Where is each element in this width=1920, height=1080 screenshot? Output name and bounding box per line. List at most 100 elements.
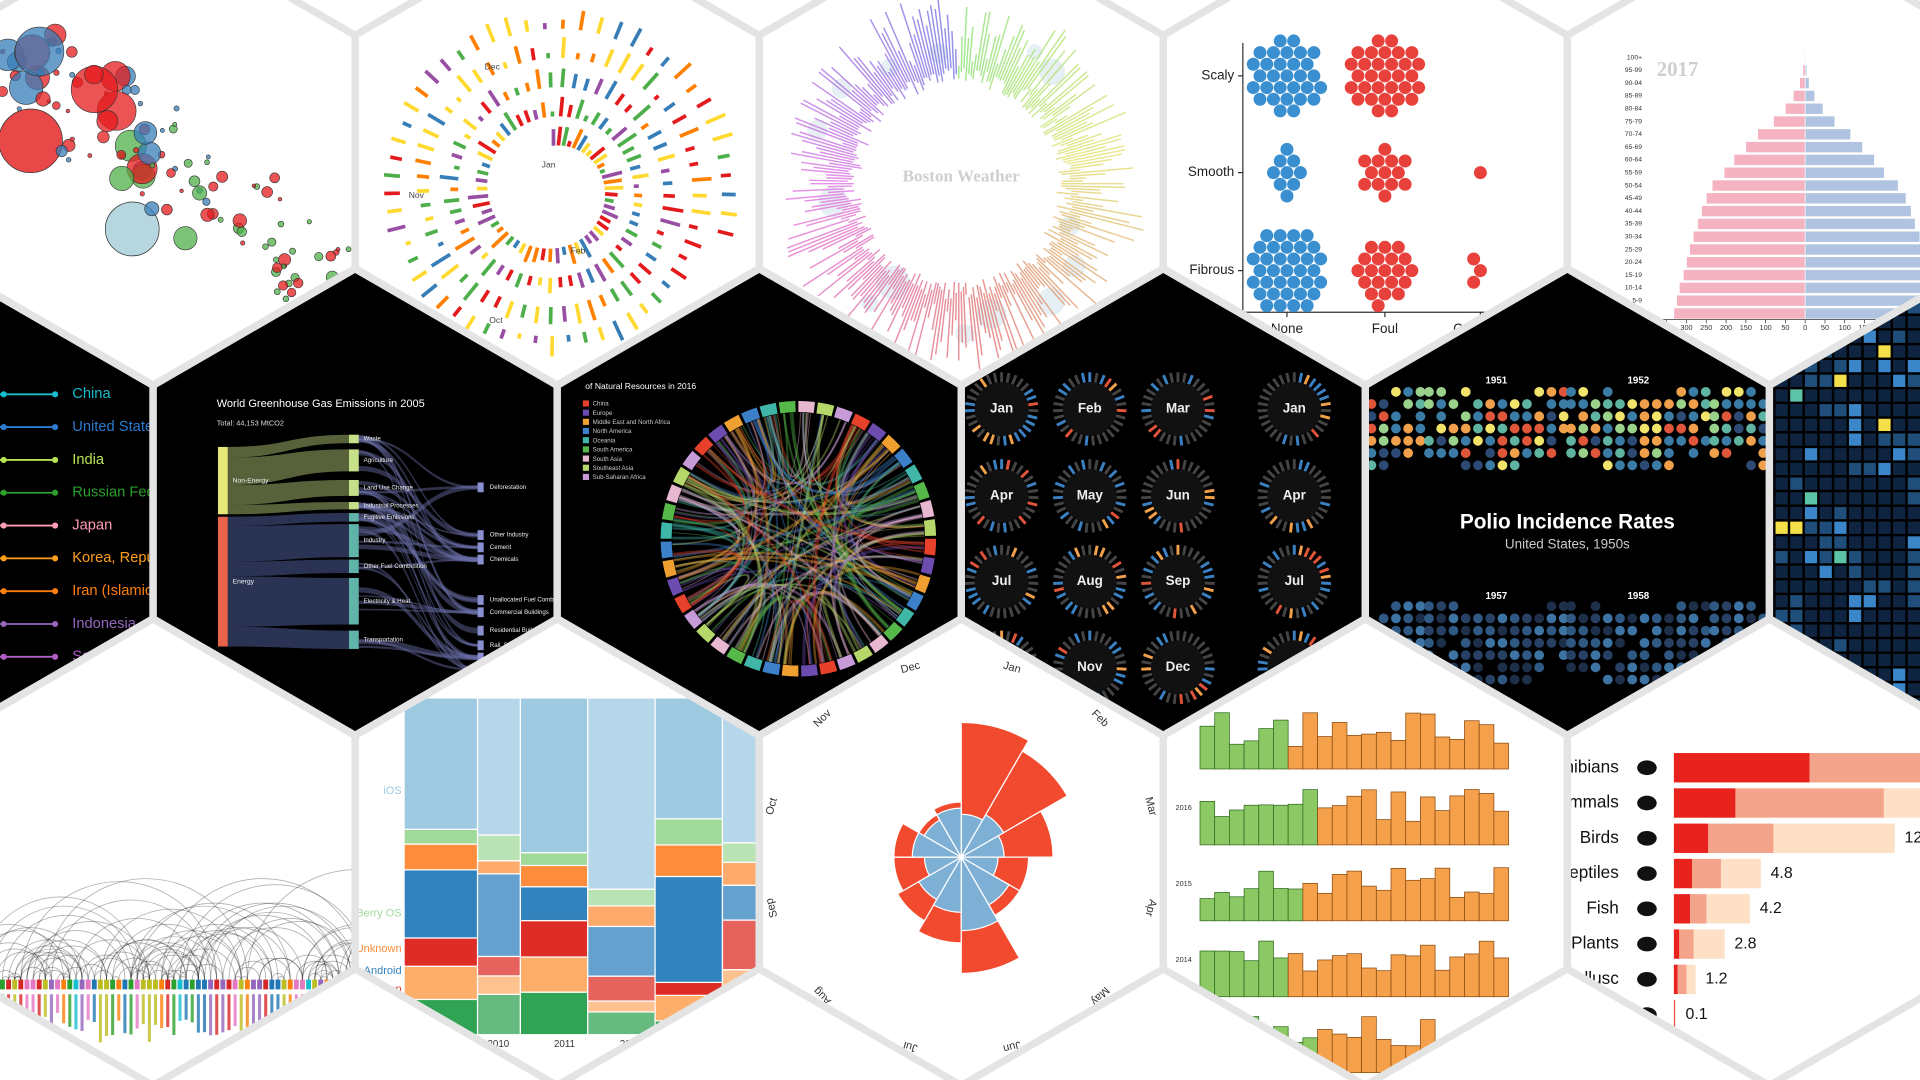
spiral-bar: [582, 78, 590, 92]
heat-cell: [1907, 609, 1920, 623]
day-tick: [1106, 428, 1115, 438]
heat-cell: [1834, 418, 1847, 432]
polio-title: Polio Incidence Rates: [1460, 510, 1675, 533]
chord: [682, 488, 902, 613]
spiral-bar: [645, 46, 654, 57]
day-tick: [1070, 518, 1079, 529]
day-tick: [1008, 606, 1015, 618]
day-tick: [1057, 475, 1068, 483]
chord: [852, 458, 921, 517]
arc-node: [128, 979, 134, 990]
weather-bar: [968, 296, 974, 342]
bar-segment: [1673, 753, 1810, 783]
heat-cell: [1819, 374, 1832, 387]
day-tick: [989, 521, 995, 532]
day-tick: [1027, 414, 1038, 420]
tile: JanFebMarAprMayJunJulAugSepOctNovDecJanA…: [964, 372, 1332, 705]
spiral-bar: [469, 34, 481, 51]
day-tick: [1028, 488, 1039, 494]
chord: [756, 419, 916, 588]
heat-cell: [1878, 360, 1891, 373]
chord: [674, 515, 742, 607]
spiral-bar: [571, 73, 578, 89]
day-tick: [1319, 586, 1331, 593]
spiral-bar: [556, 126, 563, 146]
row-label: Fibrous: [1189, 262, 1234, 277]
spiral-bar: [561, 305, 567, 322]
bar-left: [1679, 282, 1806, 294]
weather-bar: [1048, 242, 1108, 283]
chord: [687, 449, 889, 504]
heat-cell: [1893, 653, 1906, 667]
state-dot: [1664, 435, 1674, 446]
chord: [709, 448, 916, 588]
bubble: [104, 201, 160, 257]
heat-cell: [1907, 580, 1920, 593]
bar-right: [1804, 269, 1920, 281]
sankey-flow: [358, 450, 478, 672]
weather-bar: [967, 26, 974, 75]
spiral-bar: [670, 267, 688, 280]
day-bar: [1317, 892, 1333, 922]
state-dot: [1615, 460, 1625, 471]
chord: [701, 513, 923, 622]
day-tick: [976, 601, 986, 611]
heat-cell: [1893, 668, 1906, 681]
weather-bar: [1070, 158, 1112, 167]
state-dot: [1639, 411, 1650, 422]
arc: [161, 924, 273, 980]
weather-bar: [946, 14, 952, 69]
weather-bar: [980, 33, 991, 77]
arc: [308, 954, 356, 980]
swarm-dot: [1280, 46, 1294, 60]
bubble: [282, 295, 290, 303]
day-tick: [979, 464, 988, 475]
spiral-bar: [589, 53, 596, 63]
state-dot: [1391, 411, 1401, 422]
day-bar: [1420, 878, 1436, 922]
chord: [752, 420, 900, 494]
day-tick: [1113, 592, 1124, 600]
heat-cell: [1848, 521, 1862, 534]
state-dot: [1509, 399, 1520, 409]
age-label: 20-24: [1625, 259, 1642, 266]
spiral-bar: [576, 134, 589, 151]
swarm-dot: [1287, 177, 1301, 191]
state-dot: [1733, 399, 1744, 409]
bar-left: [1799, 77, 1806, 89]
weather-bar: [876, 65, 894, 89]
day-tick: [1165, 606, 1172, 618]
heat-cell: [1863, 639, 1876, 652]
weather-bar: [955, 49, 958, 75]
day-tick: [1142, 586, 1153, 593]
weather-bar: [888, 269, 900, 286]
day-tick: [1203, 672, 1214, 678]
weather-bar: [995, 49, 1007, 78]
day-tick: [1111, 388, 1122, 396]
tile: Boston Weather: [785, 0, 1144, 370]
sankey-flow: [358, 645, 478, 659]
heat-cell: [1790, 506, 1803, 520]
sankey-flow: [358, 587, 478, 661]
day-bar: [1302, 882, 1318, 922]
spiral-bar: [623, 104, 633, 114]
sector-label: Fugitive Emissions: [364, 514, 415, 521]
weather-bar: [978, 11, 991, 72]
spiral-bar: [547, 277, 553, 294]
heat-cell: [1819, 433, 1832, 446]
day-tick: [1067, 550, 1076, 561]
weather-bar: [1069, 177, 1087, 180]
spiral-month: Feb: [571, 245, 586, 255]
heat-cell: [1848, 565, 1862, 578]
arc: [167, 976, 175, 980]
spiral-bar: [634, 193, 643, 198]
state-dot: [1497, 674, 1508, 685]
swarm-dot: [1378, 142, 1392, 156]
weather-bar: [859, 111, 875, 123]
chord: [721, 443, 884, 641]
heat-cell: [1907, 404, 1920, 417]
swarm-dot: [1260, 57, 1274, 71]
heat-cell: [1863, 448, 1876, 461]
day-bar: [1258, 804, 1274, 846]
